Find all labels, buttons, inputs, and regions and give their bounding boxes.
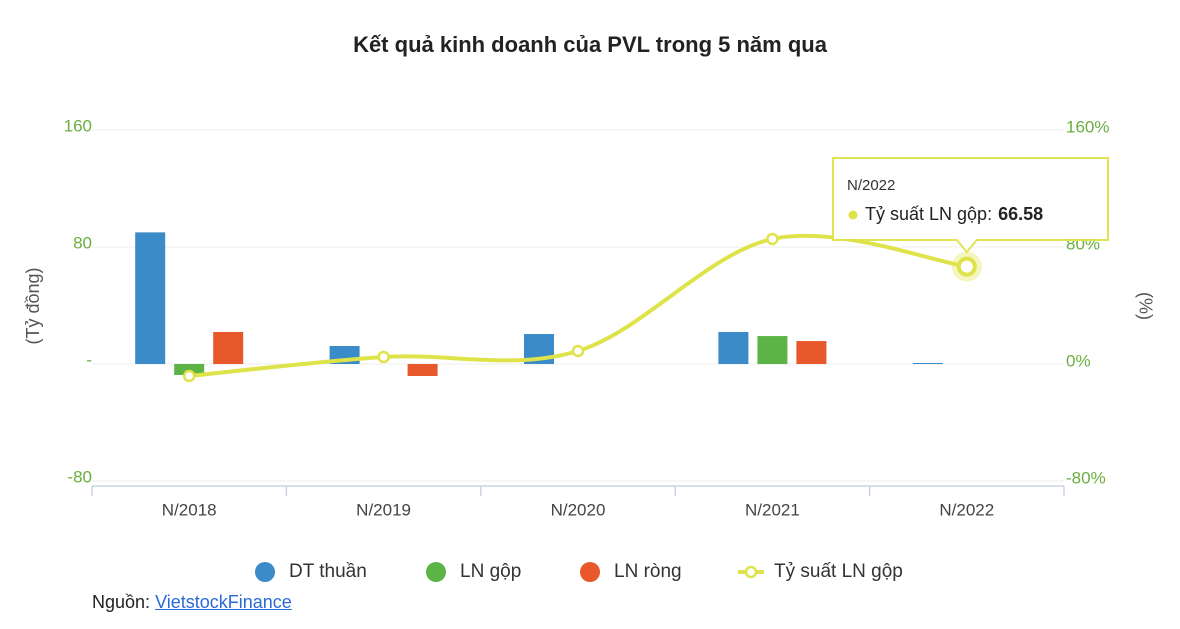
tooltip-label: Tỷ suất LN gộp: (865, 204, 992, 224)
legend-symbol (255, 562, 275, 582)
bar (718, 331, 749, 364)
legend-symbol (744, 565, 758, 579)
line-marker (956, 256, 977, 277)
tooltip-value: 66.58 (998, 204, 1043, 224)
line-marker (182, 369, 196, 383)
legend-symbol (580, 562, 600, 582)
line-marker (766, 232, 779, 246)
bar (407, 364, 438, 376)
bar (796, 341, 827, 364)
y2-tick-label: -80% (1066, 468, 1106, 487)
x-tick-label: N/2019 (356, 500, 411, 519)
y-tick-label: 80 (73, 233, 92, 252)
bar (912, 362, 943, 364)
legend-item: LN gộp (426, 561, 521, 582)
y2-tick-label: 160% (1066, 117, 1109, 136)
legend-label: Tỷ suất LN gộp (774, 561, 903, 582)
x-tick-label: N/2021 (745, 500, 800, 519)
y-tick-label: -80 (67, 467, 92, 486)
x-tick-label: N/2020 (551, 500, 606, 519)
legend-item: LN ròng (580, 561, 682, 582)
y2-axis-title: (%) (1135, 292, 1155, 320)
y-tick-label: - (86, 350, 92, 369)
y-tick-label: 160 (64, 116, 92, 135)
legend-label: LN gộp (460, 561, 521, 582)
tooltip-category: N/2022 (847, 177, 895, 194)
legend-label: LN ròng (614, 561, 682, 582)
legend-item: Tỷ suất LN gộp (738, 561, 903, 582)
line-marker (571, 344, 585, 358)
bar (213, 331, 244, 364)
source-label: Nguồn: (92, 592, 151, 612)
legend-symbol (426, 562, 446, 582)
chart-title: Kết quả kinh doanh của PVL trong 5 năm q… (353, 32, 828, 57)
line-marker (377, 350, 390, 364)
y-axis-title: (Tỷ đồng) (23, 267, 43, 344)
x-tick-label: N/2022 (939, 500, 994, 519)
y2-tick-label: 0% (1066, 351, 1091, 370)
bar (174, 364, 205, 375)
legend-label: DT thuần (289, 561, 367, 582)
source: Nguồn: VietstockFinance (92, 592, 292, 613)
x-tick-label: N/2018 (162, 500, 217, 519)
tooltip-box (832, 157, 1109, 254)
legend-item: DT thuần (255, 561, 367, 582)
bar (757, 336, 788, 364)
bar (135, 232, 166, 364)
tooltip-symbol (848, 210, 858, 220)
source-link[interactable]: VietstockFinance (155, 592, 292, 612)
